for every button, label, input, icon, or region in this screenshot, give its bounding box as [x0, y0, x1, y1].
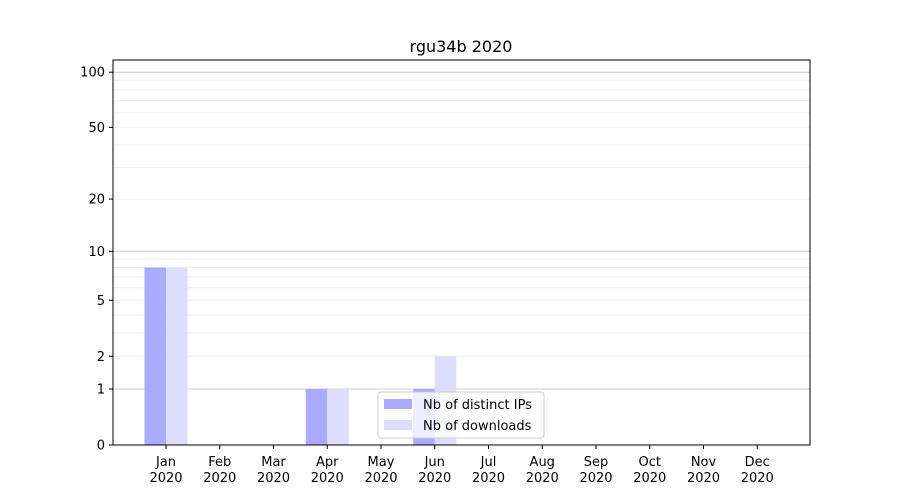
- bar-downloads: [166, 267, 188, 445]
- x-tick-label: Sep 2020: [579, 455, 612, 486]
- x-tick-label: Dec 2020: [741, 455, 774, 486]
- y-tick-label: 20: [88, 193, 105, 208]
- y-tick-label: 2: [97, 350, 105, 365]
- y-tick-label: 0: [97, 439, 105, 454]
- y-tick-label: 10: [88, 245, 105, 260]
- plot-frame: [112, 59, 811, 446]
- x-tick-label: Nov 2020: [687, 455, 720, 486]
- x-tick-label: Aug 2020: [526, 455, 559, 486]
- bar-downloads: [327, 389, 349, 445]
- y-tick-label: 5: [97, 294, 105, 309]
- x-tick-label: Oct 2020: [633, 455, 666, 486]
- legend: Nb of distinct IPs Nb of downloads: [377, 391, 545, 439]
- y-tick-label: 1: [97, 383, 105, 398]
- x-tick-label: Feb 2020: [203, 455, 236, 486]
- legend-swatch-ips: [384, 399, 412, 409]
- y-tick-label: 100: [80, 66, 105, 81]
- bar-distinct-ips: [305, 389, 328, 445]
- legend-label-downloads: Nb of downloads: [423, 419, 532, 434]
- legend-label-ips: Nb of distinct IPs: [423, 398, 532, 413]
- y-tick-label: 50: [88, 121, 105, 136]
- chart-title: rgu34b 2020: [410, 37, 513, 56]
- x-tick-label: Jun 2020: [418, 455, 451, 486]
- x-tick-label: Apr 2020: [311, 455, 344, 486]
- x-tick-label: May 2020: [364, 455, 397, 486]
- x-tick-label: Jan 2020: [149, 455, 182, 486]
- bar-distinct-ips: [144, 267, 166, 445]
- legend-swatch-downloads: [384, 420, 412, 430]
- x-tick-label: Mar 2020: [257, 455, 290, 486]
- x-tick-label: Jul 2020: [472, 455, 505, 486]
